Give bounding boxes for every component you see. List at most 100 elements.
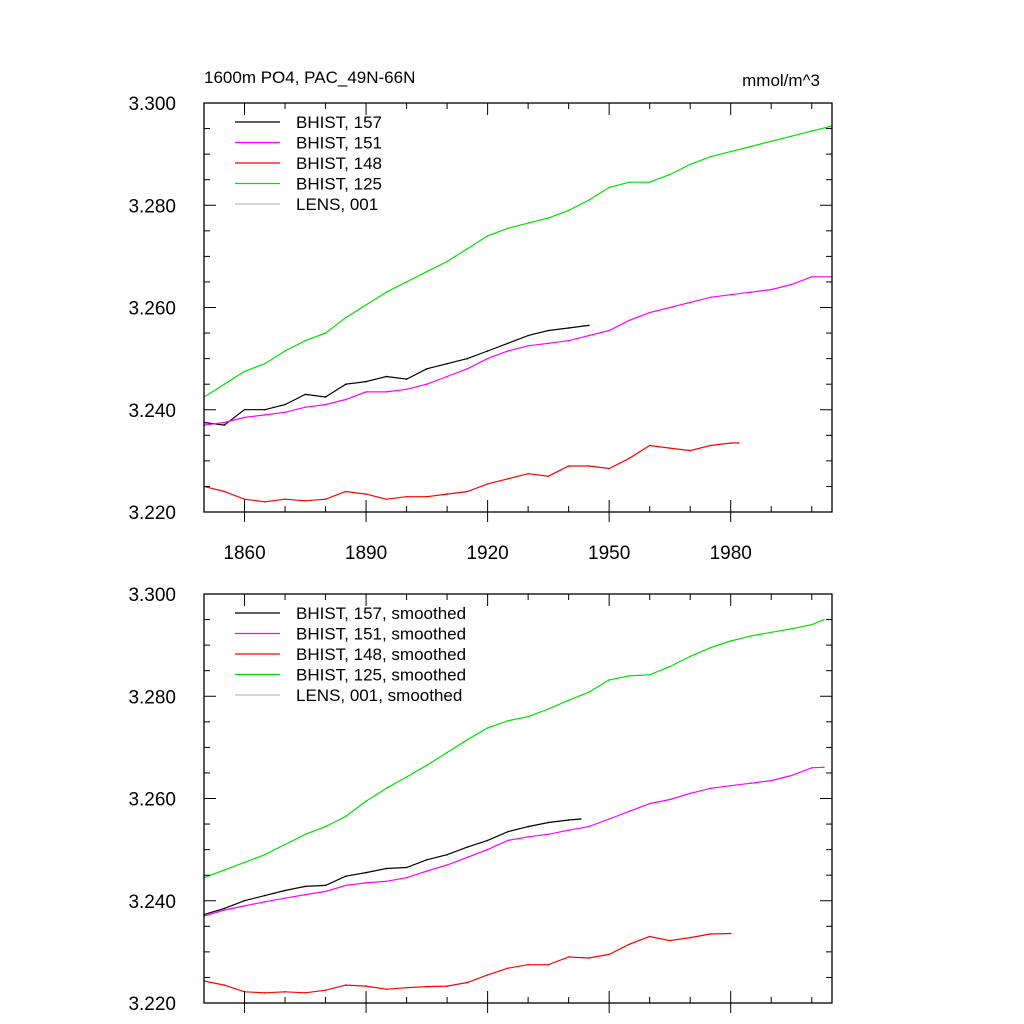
data-point bbox=[405, 876, 408, 879]
data-point bbox=[689, 655, 691, 658]
data-point bbox=[527, 836, 529, 838]
data-point bbox=[264, 414, 266, 416]
data-point bbox=[750, 145, 752, 148]
data-point bbox=[567, 209, 570, 212]
legend-label-4: LENS, 001 bbox=[296, 195, 378, 214]
data-point bbox=[823, 766, 825, 769]
data-point bbox=[304, 406, 307, 409]
data-point bbox=[507, 839, 509, 842]
data-point bbox=[466, 357, 469, 360]
data-point bbox=[365, 391, 367, 393]
data-point bbox=[405, 986, 408, 989]
data-point bbox=[466, 368, 469, 370]
data-point bbox=[567, 829, 570, 831]
data-point bbox=[689, 301, 691, 304]
data-point bbox=[365, 985, 367, 987]
data-point bbox=[264, 894, 266, 897]
x-tick-label: 1920 bbox=[466, 543, 508, 564]
data-point bbox=[385, 988, 388, 990]
data-point bbox=[486, 727, 489, 729]
data-point bbox=[588, 957, 590, 959]
data-point bbox=[223, 907, 226, 910]
data-point bbox=[405, 776, 408, 778]
data-point bbox=[365, 380, 367, 383]
data-point bbox=[588, 199, 590, 201]
data-point bbox=[385, 880, 388, 883]
data-point bbox=[446, 375, 448, 378]
data-point bbox=[446, 493, 448, 495]
data-point bbox=[770, 779, 772, 782]
data-point bbox=[264, 992, 266, 994]
data-point bbox=[284, 991, 286, 993]
data-point bbox=[588, 465, 590, 467]
data-point bbox=[304, 833, 307, 836]
data-point bbox=[669, 173, 671, 176]
data-point bbox=[709, 787, 712, 790]
data-point bbox=[669, 665, 671, 668]
data-point bbox=[628, 457, 631, 460]
data-point bbox=[385, 375, 388, 378]
data-point bbox=[648, 935, 651, 938]
data-point bbox=[486, 974, 489, 976]
legend-label-3: BHIST, 125, smoothed bbox=[296, 666, 466, 685]
data-point bbox=[810, 276, 813, 278]
series-line-1 bbox=[203, 766, 824, 917]
data-point bbox=[324, 332, 327, 334]
data-point bbox=[466, 846, 469, 848]
data-point bbox=[689, 163, 691, 166]
data-point bbox=[365, 493, 367, 495]
data-point bbox=[426, 870, 428, 872]
data-point bbox=[588, 825, 590, 828]
data-point bbox=[324, 396, 327, 398]
data-point bbox=[446, 751, 448, 754]
data-point bbox=[547, 329, 550, 332]
y-tick-label: 3.280 bbox=[128, 687, 176, 708]
data-point bbox=[486, 357, 489, 360]
data-point bbox=[547, 475, 550, 478]
data-point bbox=[345, 984, 347, 986]
axes: 1860 1890 1920 1950 1980 3.220 3.240 3.260 3.280… bbox=[128, 94, 833, 564]
legend-label-2: BHIST, 148, smoothed bbox=[296, 645, 466, 664]
legend-label-3: BHIST, 125 bbox=[296, 175, 382, 194]
data-point bbox=[243, 408, 246, 411]
data-point bbox=[507, 227, 509, 230]
data-point bbox=[547, 821, 550, 824]
data-point bbox=[648, 181, 651, 183]
data-point bbox=[527, 472, 529, 475]
data-point bbox=[426, 368, 428, 370]
data-point bbox=[729, 784, 732, 787]
data-point bbox=[588, 324, 590, 327]
data-point bbox=[345, 383, 347, 386]
data-point bbox=[608, 186, 610, 189]
data-point bbox=[689, 792, 691, 795]
data-point bbox=[628, 810, 631, 813]
legend: BHIST, 157, smoothed BHIST, 151, smoothed… bbox=[235, 604, 466, 705]
data-point bbox=[738, 442, 740, 444]
data-point bbox=[426, 764, 428, 767]
data-point bbox=[547, 342, 550, 345]
data-point bbox=[507, 830, 509, 833]
series-line-1 bbox=[203, 276, 832, 426]
legend-label-1: BHIST, 151 bbox=[296, 134, 382, 153]
bottom-chart-panel: BHIST, 157, smoothed BHIST, 151, smoothed… bbox=[128, 585, 833, 1015]
data-point bbox=[304, 393, 307, 396]
data-point bbox=[466, 738, 469, 741]
data-point bbox=[709, 444, 712, 447]
data-point bbox=[810, 767, 813, 769]
data-point bbox=[385, 498, 388, 501]
data-point bbox=[486, 350, 489, 352]
data-point bbox=[729, 293, 732, 296]
legend-label-0: BHIST, 157, smoothed bbox=[296, 604, 466, 623]
data-point bbox=[405, 495, 408, 498]
data-point bbox=[608, 953, 610, 956]
data-point bbox=[426, 495, 428, 498]
data-point bbox=[466, 981, 469, 984]
series-line-0 bbox=[203, 818, 581, 916]
data-point bbox=[223, 984, 226, 986]
data-point bbox=[669, 939, 671, 942]
data-point bbox=[304, 885, 307, 888]
y-tick-label: 3.240 bbox=[128, 892, 176, 913]
data-point bbox=[223, 421, 226, 424]
data-point bbox=[446, 362, 448, 365]
